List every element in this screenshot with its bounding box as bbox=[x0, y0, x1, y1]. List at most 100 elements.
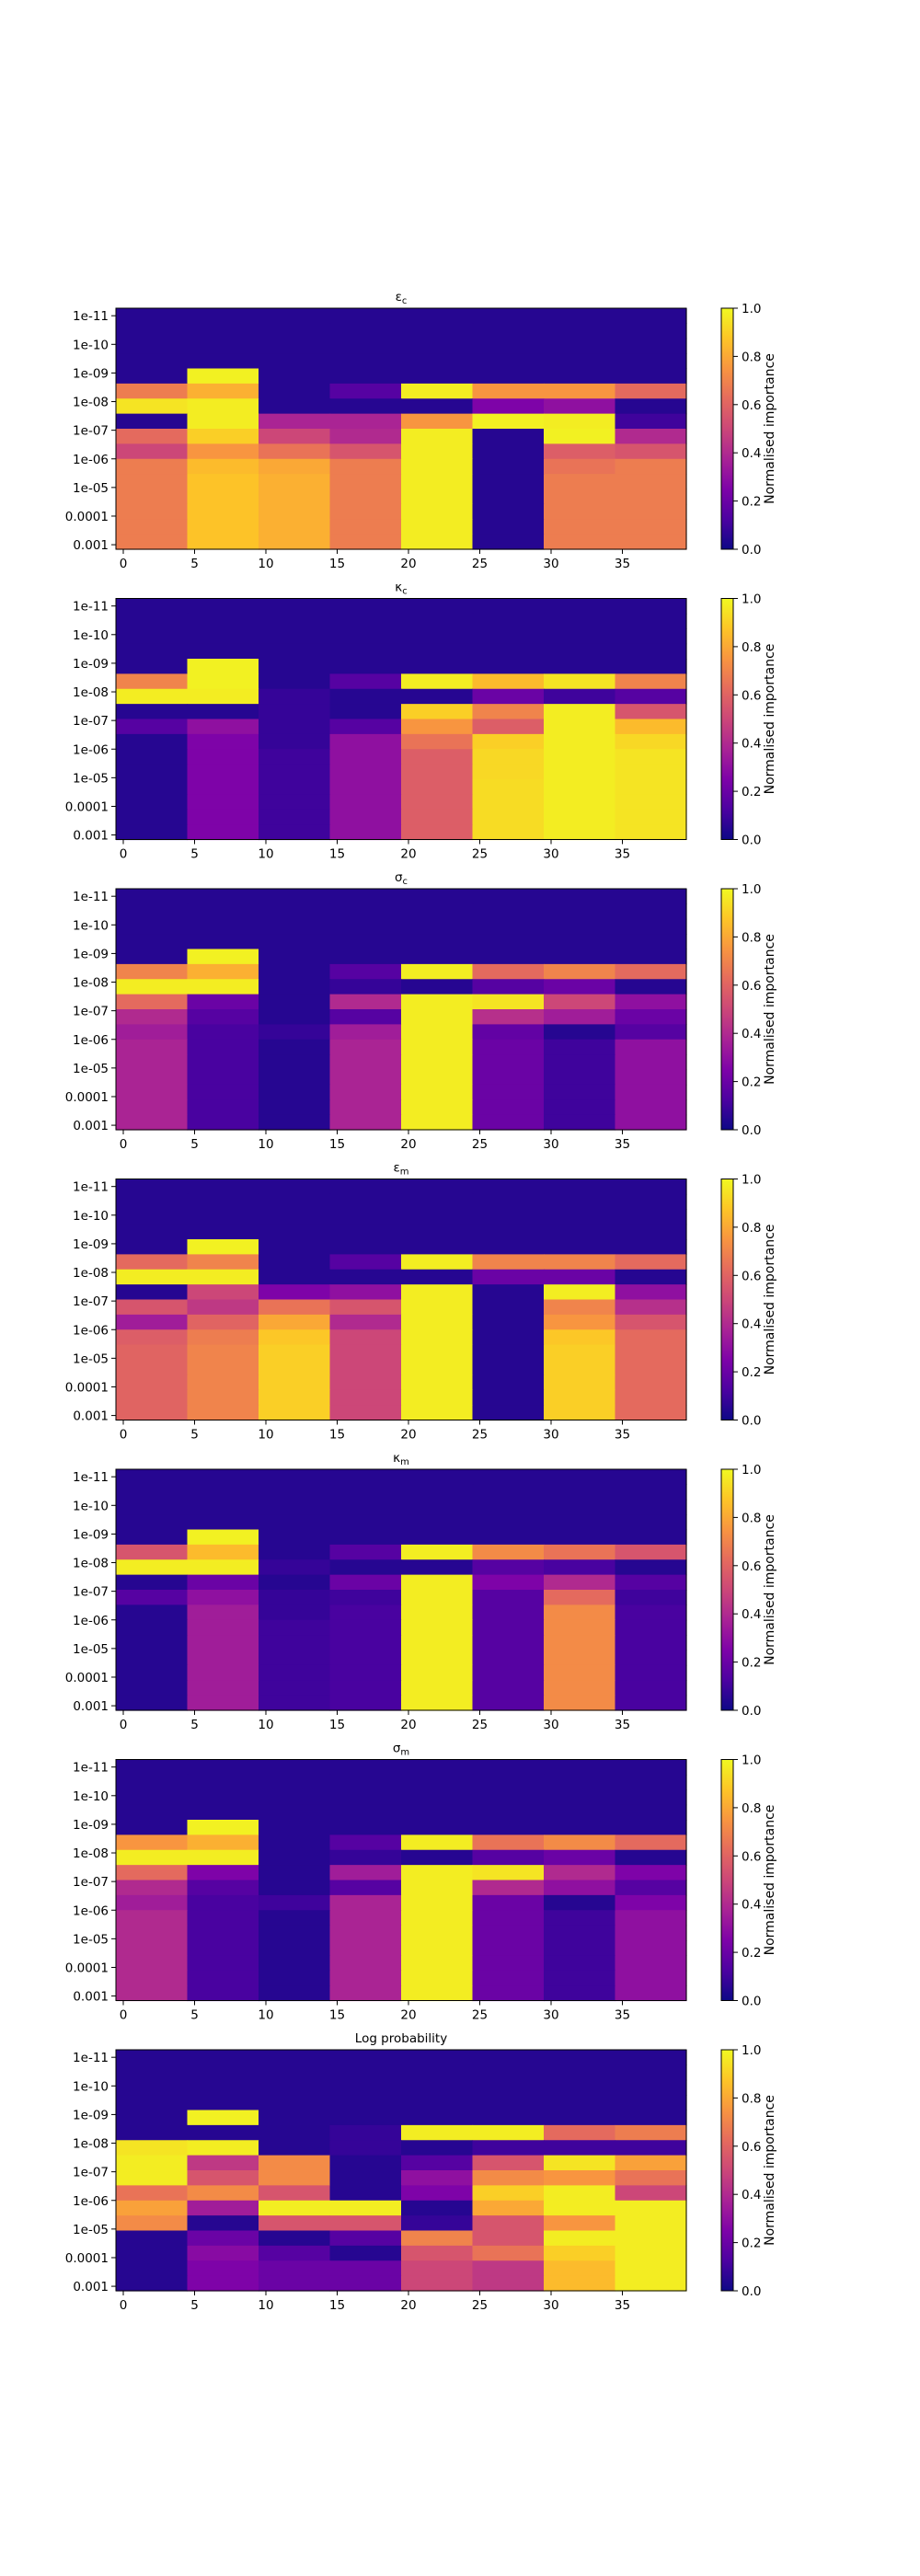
heatmap-cell bbox=[472, 749, 545, 765]
heatmap-cell bbox=[544, 398, 616, 415]
heatmap-cell bbox=[187, 809, 259, 825]
colorbar-tick-label: 1.0 bbox=[742, 1754, 761, 1768]
heatmap-cell bbox=[615, 1590, 687, 1605]
heatmap-cell bbox=[472, 1114, 545, 1131]
heatmap-cell bbox=[116, 688, 189, 705]
heatmap-cell bbox=[401, 1209, 474, 1225]
heatmap-cell bbox=[472, 2185, 545, 2202]
heatmap-cell bbox=[615, 1559, 687, 1576]
heatmap-cell bbox=[544, 1559, 616, 1576]
heatmap-cell bbox=[259, 1680, 331, 1696]
heatmap-cell bbox=[544, 1269, 616, 1285]
heatmap-cell bbox=[187, 1024, 259, 1041]
heatmap-cell bbox=[615, 1099, 687, 1116]
heatmap-cell bbox=[472, 413, 545, 430]
heatmap-cell bbox=[116, 659, 189, 674]
heatmap-cell bbox=[259, 1514, 331, 1531]
heatmap-cell bbox=[259, 1849, 331, 1866]
heatmap-cell bbox=[116, 413, 189, 430]
heatmap-cell bbox=[472, 2245, 545, 2261]
heatmap-cell bbox=[544, 368, 616, 385]
axes-frame bbox=[115, 598, 687, 840]
heatmap-cell bbox=[187, 1329, 259, 1346]
heatmap-cell bbox=[259, 2245, 331, 2261]
heatmap-cell bbox=[329, 1484, 402, 1501]
colorbar-tick-label: 0.8 bbox=[742, 930, 761, 945]
x-tick-label: 20 bbox=[400, 847, 416, 862]
heatmap-cell bbox=[401, 1084, 474, 1100]
heatmap-cell bbox=[401, 1344, 474, 1361]
heatmap-cell bbox=[401, 1239, 474, 1255]
heatmap-cell bbox=[116, 949, 189, 965]
heatmap-cell bbox=[472, 1389, 545, 1406]
heatmap-cell bbox=[187, 398, 259, 415]
heatmap-cell bbox=[615, 1039, 687, 1055]
heatmap-cell bbox=[259, 1284, 331, 1301]
heatmap-cell bbox=[401, 598, 474, 615]
heatmap-cell bbox=[116, 1619, 189, 1636]
heatmap-cell bbox=[116, 1970, 189, 1986]
heatmap-cell bbox=[329, 598, 402, 615]
colorbar-label: Normalised importance bbox=[763, 1805, 777, 1956]
heatmap-cell bbox=[329, 764, 402, 780]
heatmap-cell bbox=[329, 2140, 402, 2156]
y-tick-label: 0.0001 bbox=[65, 2251, 109, 2266]
x-tick-label: 25 bbox=[472, 847, 488, 862]
heatmap-cell bbox=[329, 794, 402, 811]
heatmap-cell bbox=[329, 1650, 402, 1666]
heatmap-cell bbox=[259, 1499, 331, 1515]
heatmap-cell bbox=[544, 2064, 616, 2081]
heatmap-cell bbox=[187, 308, 259, 324]
heatmap-cell bbox=[259, 1820, 331, 1835]
heatmap-cell bbox=[401, 688, 474, 705]
heatmap-cell bbox=[329, 1269, 402, 1285]
heatmap-cell bbox=[401, 383, 474, 399]
heatmap-cell bbox=[472, 598, 545, 615]
heatmap-cell bbox=[401, 429, 474, 444]
x-tick-label: 0 bbox=[120, 1428, 128, 1443]
heatmap-cell bbox=[401, 458, 474, 475]
heatmap-cell bbox=[544, 1224, 616, 1240]
heatmap-cell bbox=[472, 429, 545, 444]
heatmap-cell bbox=[259, 2079, 331, 2096]
heatmap-cell bbox=[544, 979, 616, 995]
heatmap-cell bbox=[615, 2095, 687, 2111]
heatmap-cell bbox=[187, 413, 259, 430]
heatmap-cell bbox=[116, 1940, 189, 1956]
x-tick-label: 35 bbox=[615, 1137, 630, 1152]
y-tick-label: 1e-05 bbox=[73, 1642, 109, 1657]
heatmap-cell bbox=[615, 628, 687, 645]
heatmap-panel-2: σc 1e-11 1e-10 1e-09 1e-08 1e-07 1e-06 1e-05 0.0… bbox=[65, 870, 777, 1152]
heatmap-cell bbox=[544, 2110, 616, 2126]
y-tick-label: 1e-08 bbox=[73, 2137, 109, 2152]
heatmap-cell bbox=[329, 994, 402, 1010]
heatmap-cell bbox=[259, 918, 331, 935]
heatmap-cell bbox=[259, 1574, 331, 1591]
heatmap-cell bbox=[544, 1009, 616, 1025]
heatmap-cell bbox=[401, 1894, 474, 1911]
heatmap-cell bbox=[187, 1114, 259, 1131]
heatmap-cell bbox=[472, 779, 545, 795]
heatmap-cell bbox=[329, 1374, 402, 1391]
colorbar bbox=[720, 1759, 734, 2001]
y-tick-label: 1e-10 bbox=[73, 918, 109, 933]
heatmap-cell bbox=[329, 704, 402, 720]
heatmap-cell bbox=[187, 1680, 259, 1696]
heatmap-cell bbox=[116, 1894, 189, 1911]
heatmap-cell bbox=[544, 2245, 616, 2261]
heatmap-cell bbox=[329, 1469, 402, 1485]
heatmap-cell bbox=[187, 673, 259, 690]
heatmap-cell bbox=[329, 2095, 402, 2111]
x-tick-label: 30 bbox=[543, 1718, 558, 1732]
heatmap-cell bbox=[615, 534, 687, 550]
heatmap-cell bbox=[401, 1405, 474, 1421]
heatmap-cell bbox=[187, 1299, 259, 1316]
heatmap-cell bbox=[544, 1344, 616, 1361]
heatmap-cell bbox=[401, 1254, 474, 1271]
heatmap-cell bbox=[401, 1865, 474, 1881]
heatmap-cell bbox=[401, 1985, 474, 2002]
heatmap-cell bbox=[544, 1374, 616, 1391]
heatmap-cell bbox=[329, 1880, 402, 1896]
heatmap-cell bbox=[329, 2170, 402, 2186]
y-tick-label: 1e-11 bbox=[73, 1180, 109, 1195]
